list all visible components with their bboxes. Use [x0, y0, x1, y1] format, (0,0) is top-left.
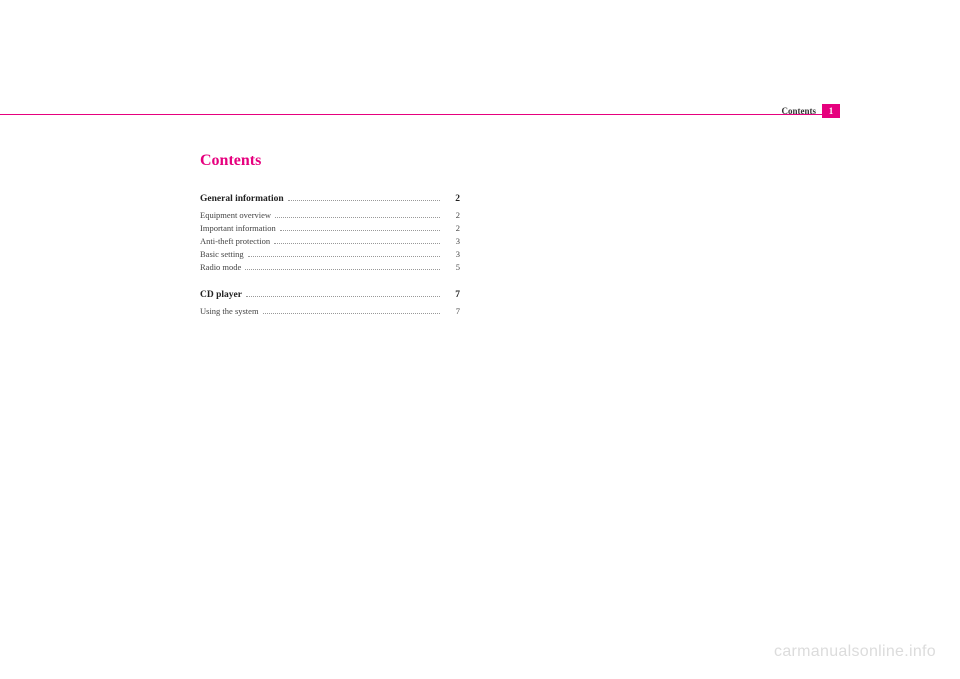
header-tab: Contents 1: [781, 104, 840, 118]
header-tab-label: Contents: [781, 106, 816, 116]
toc-item: Anti-theft protection 3: [200, 236, 460, 246]
toc-item-page: 3: [444, 236, 460, 246]
toc-heading-page: 2: [444, 194, 460, 204]
toc-item-page: 2: [444, 210, 460, 220]
toc-item-label: Using the system: [200, 306, 259, 316]
toc-dots: [263, 313, 440, 314]
toc-heading-page: 7: [444, 290, 460, 300]
toc-item-label: Basic setting: [200, 249, 244, 259]
toc-item: Important information 2: [200, 223, 460, 233]
toc-item-page: 5: [444, 262, 460, 272]
contents-title: Contents: [200, 152, 840, 170]
toc-dots: [275, 217, 440, 218]
toc-item-label: Equipment overview: [200, 210, 271, 220]
toc-item-page: 3: [444, 249, 460, 259]
watermark: carmanualsonline.info: [774, 643, 936, 661]
toc-dots: [246, 296, 440, 297]
toc-heading-label: CD player: [200, 290, 242, 300]
toc-dots: [280, 230, 440, 231]
toc-item: Basic setting 3: [200, 249, 460, 259]
toc-section: CD player 7 Using the system 7: [200, 290, 460, 316]
toc-dots: [248, 256, 440, 257]
toc-item-page: 2: [444, 223, 460, 233]
toc-item-page: 7: [444, 306, 460, 316]
toc-item: Using the system 7: [200, 306, 460, 316]
toc-heading: CD player 7: [200, 290, 460, 300]
toc-item-label: Anti-theft protection: [200, 236, 270, 246]
table-of-contents: General information 2 Equipment overview…: [200, 194, 460, 316]
toc-section: General information 2 Equipment overview…: [200, 194, 460, 272]
toc-item: Radio mode 5: [200, 262, 460, 272]
header-rule: [0, 114, 822, 115]
toc-dots: [245, 269, 440, 270]
toc-heading: General information 2: [200, 194, 460, 204]
toc-dots: [274, 243, 440, 244]
toc-item-label: Radio mode: [200, 262, 241, 272]
toc-item: Equipment overview 2: [200, 210, 460, 220]
header-tab-number: 1: [822, 104, 840, 118]
toc-heading-label: General information: [200, 194, 284, 204]
toc-item-label: Important information: [200, 223, 276, 233]
toc-dots: [288, 200, 440, 201]
page: Contents 1 Contents General information …: [0, 0, 960, 679]
